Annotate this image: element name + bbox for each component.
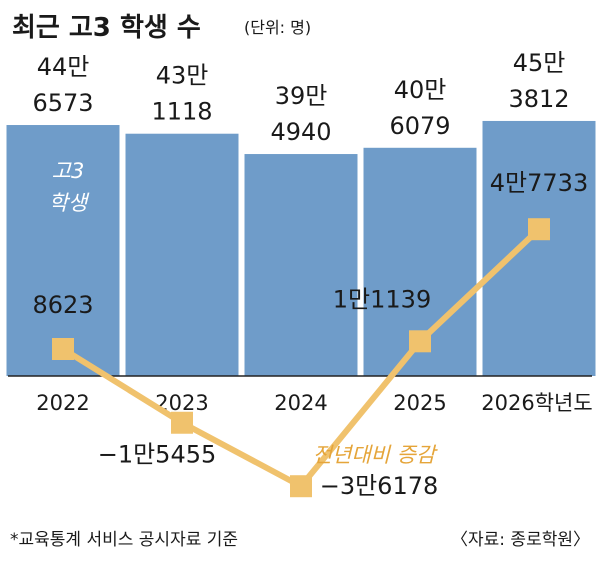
bar-2026학년도 [482,120,596,376]
line-series-label: 전년대비 증감 [313,443,438,467]
line-value-label: 8623 [32,291,93,319]
line-point-marker [171,411,193,434]
source: 〈자료: 종로학원〉 [451,530,590,550]
x-ticks-layer: 2022 2023 2024 2025 2026학년도 [36,391,592,415]
line-point-marker [528,218,550,241]
bars-layer [6,120,596,376]
bar-value-label-line1: 39만 [275,82,328,110]
bar-value-label-line1: 40만 [394,76,447,104]
footnote: *교육통계 서비스 공시자료 기준 [10,530,238,550]
line-point-marker [409,330,431,353]
labels-layer: 44만 6573 43만 1118 39만 4940 40만 6079 45만 3812 8623 −… [32,49,588,500]
bar-value-label-line1: 45만 [513,49,566,77]
line-point-marker [52,338,74,360]
chart-title: 최근 고3 학생 수 [12,13,201,43]
line-value-label: 4만7733 [490,169,588,197]
line-value-label: 1만1139 [333,285,431,313]
bar-value-label-line2: 1118 [151,98,212,126]
bar-value-label-line1: 43만 [156,62,209,90]
x-tick-label: 2022 [36,391,89,415]
bar-2023 [125,133,239,376]
line-layer [52,218,550,498]
bar-value-label-line2: 4940 [270,118,331,146]
bar-2022 [6,125,120,376]
bar-value-label-line2: 6573 [32,89,93,117]
bar-value-label-line2: 6079 [389,112,450,140]
x-tick-label: 2026학년도 [481,391,592,415]
line-point-marker [290,475,312,498]
bar-value-label-line2: 3812 [508,85,569,113]
line-value-label: −1만5455 [98,441,217,469]
x-tick-label: 2024 [274,391,327,415]
bar-series-label-line1: 고3 [52,159,85,183]
unit-label: (단위: 명) [244,18,311,37]
bar-2024 [244,154,358,376]
bar-series-label-line2: 학생 [49,191,90,215]
x-tick-label: 2025 [393,391,446,415]
bar-value-label-line1: 44만 [37,53,90,81]
line-value-label: −3만6178 [320,472,439,500]
